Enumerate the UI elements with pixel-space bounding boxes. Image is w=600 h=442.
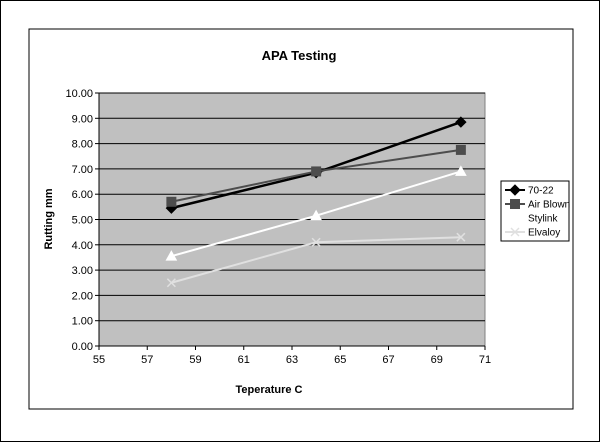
x-tick-label: 71: [479, 354, 491, 366]
y-tick-label: 0.00: [72, 341, 93, 353]
x-tick-label: 59: [189, 354, 201, 366]
y-axis-label: Rutting mm: [43, 188, 55, 249]
data-point: [455, 165, 467, 176]
legend-marker: [509, 211, 521, 223]
y-tick-label: 7.00: [72, 164, 93, 176]
legend-marker: [509, 184, 521, 196]
legend-marker: [510, 199, 520, 209]
chart-title: APA Testing: [262, 48, 337, 63]
legend-label: 70-22: [528, 186, 554, 197]
legend-label: Air Blown: [528, 200, 570, 211]
x-tick-label: 61: [238, 354, 250, 366]
data-point: [165, 250, 178, 261]
y-tick-label: 3.00: [72, 265, 93, 277]
y-tick-label: 6.00: [72, 189, 93, 201]
data-point: [166, 196, 177, 207]
data-point: [311, 237, 321, 247]
y-tick-label: 9.00: [72, 113, 93, 125]
x-tick-label: 55: [93, 354, 105, 366]
legend-label: Elvaloy: [528, 228, 560, 239]
legend-marker: [510, 227, 520, 237]
data-point: [455, 144, 466, 155]
x-tick-label: 69: [431, 354, 443, 366]
y-tick-label: 4.00: [72, 240, 93, 252]
plot-layer: 0.00 1.00 2.00 3.00 4.00 5.00 6.00 7.00 8.00 9.00…: [65, 88, 491, 366]
x-tick-label: 57: [141, 354, 153, 366]
y-tick-label: 8.00: [72, 139, 93, 151]
legend: 70-22 Air Blown Stylink Elvaloy: [500, 180, 570, 242]
y-tick-label: 1.00: [72, 316, 93, 328]
data-point: [456, 232, 466, 242]
x-tick-label: 67: [382, 354, 394, 366]
y-tick-label: 5.00: [72, 215, 93, 227]
y-tick-label: 2.00: [72, 290, 93, 302]
data-point: [455, 116, 467, 128]
data-point: [166, 278, 176, 288]
legend-label: Stylink: [528, 214, 558, 225]
data-point: [310, 209, 322, 221]
x-tick-label: 63: [286, 354, 298, 366]
y-tick-label: 10.00: [65, 88, 93, 100]
data-point: [311, 166, 322, 177]
x-axis-label: Teperature C: [235, 384, 302, 396]
x-tick-label: 65: [334, 354, 346, 366]
